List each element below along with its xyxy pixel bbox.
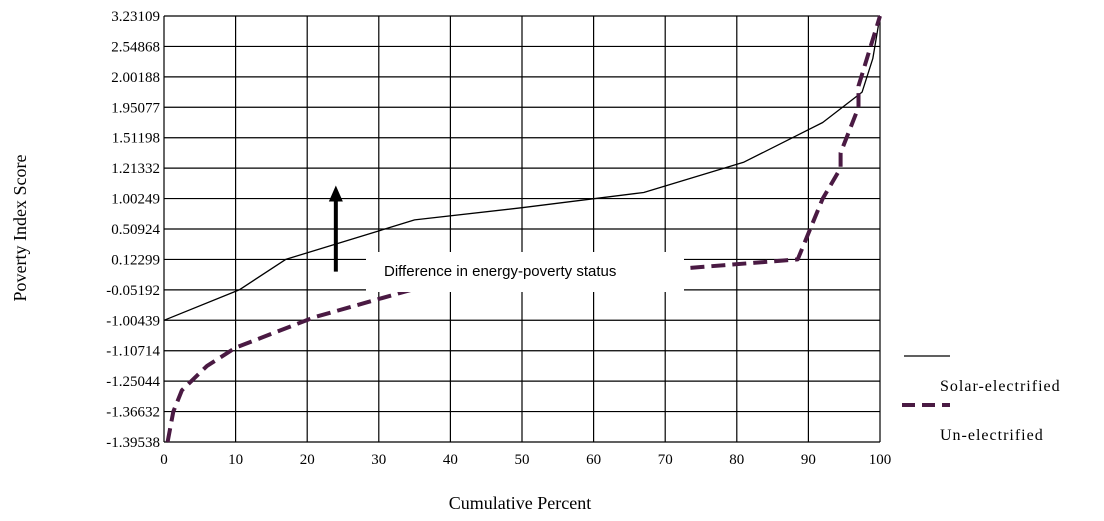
x-tick-label: 50 bbox=[515, 452, 530, 468]
y-axis-title: Poverty Index Score bbox=[10, 155, 30, 302]
y-tick-label: 1.95077 bbox=[111, 100, 160, 116]
series-solar-electrified-line bbox=[163, 15, 881, 321]
y-tick-label: 2.00188 bbox=[111, 70, 160, 86]
y-tick-label: 1.51198 bbox=[112, 131, 160, 147]
x-tick-labels: 0 10 20 30 40 50 60 70 80 90 100 bbox=[160, 452, 891, 468]
x-tick-label: 70 bbox=[658, 452, 673, 468]
y-tick-label: 2.54868 bbox=[111, 39, 160, 55]
difference-arrowhead bbox=[328, 185, 343, 202]
x-tick-label: 10 bbox=[228, 452, 243, 468]
legend-solar-label: Solar-electrified bbox=[940, 378, 1061, 395]
x-tick-label: 40 bbox=[443, 452, 458, 468]
y-tick-label: -0.05192 bbox=[106, 283, 160, 299]
y-tick-label: -1.36632 bbox=[106, 405, 160, 421]
y-tick-label: 0.12299 bbox=[111, 252, 160, 268]
x-tick-label: 20 bbox=[300, 452, 315, 468]
y-tick-label: 1.21332 bbox=[111, 161, 160, 177]
y-tick-label: -1.39538 bbox=[106, 435, 160, 451]
y-tick-labels: 3.23109 2.54868 2.00188 1.95077 1.51198 1.213… bbox=[106, 9, 160, 451]
y-tick-label: 0.50924 bbox=[111, 222, 160, 238]
y-tick-label: 3.23109 bbox=[111, 9, 160, 25]
y-tick-label: -1.10714 bbox=[106, 344, 160, 360]
x-tick-label: 60 bbox=[586, 452, 601, 468]
x-tick-label: 100 bbox=[869, 452, 892, 468]
annotation: Difference in energy-poverty status bbox=[328, 185, 684, 292]
annotation-text: Difference in energy-poverty status bbox=[384, 263, 616, 280]
x-tick-label: 90 bbox=[801, 452, 816, 468]
legend-unelectrified-label: Un-electrified bbox=[940, 427, 1044, 444]
legend: Solar-electrified Un-electrified bbox=[902, 355, 1061, 444]
y-tick-label: 1.00249 bbox=[111, 192, 160, 208]
x-tick-label: 80 bbox=[729, 452, 744, 468]
annotation-box bbox=[366, 252, 684, 292]
x-tick-label: 30 bbox=[371, 452, 386, 468]
y-tick-label: -1.00439 bbox=[106, 313, 160, 329]
x-axis-title: Cumulative Percent bbox=[449, 493, 591, 513]
y-tick-label: -1.25044 bbox=[106, 374, 160, 390]
x-tick-label: 0 bbox=[160, 452, 168, 468]
